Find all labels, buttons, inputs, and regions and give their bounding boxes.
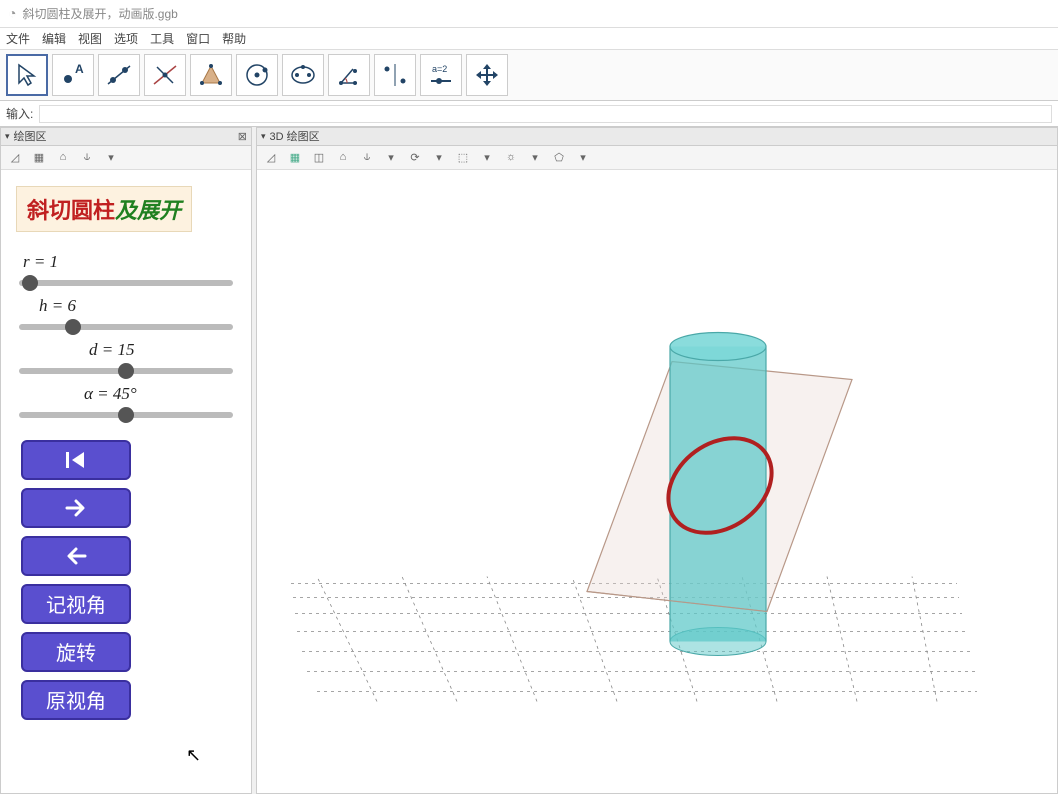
slider-alpha: α = 45° [19, 384, 233, 418]
heading-box: 斜切圆柱及展开 [16, 186, 192, 232]
orig-view-button[interactable]: 原视角 [21, 680, 131, 720]
control-buttons: 记视角 旋转 原视角 [1, 428, 251, 740]
slider-d-track[interactable] [19, 368, 233, 374]
menu-view[interactable]: 视图 [78, 30, 102, 47]
forward-button[interactable] [21, 488, 131, 528]
menubar: 文件 编辑 视图 选项 工具 窗口 帮助 [0, 28, 1058, 50]
slider-alpha-label: α = 45° [19, 384, 233, 404]
tool-perpendicular[interactable] [144, 54, 186, 96]
slider-d: d = 15 [19, 340, 233, 374]
light-icon[interactable]: ☼ [501, 147, 521, 167]
3d-scene [257, 170, 1057, 793]
tool-ellipse[interactable] [282, 54, 324, 96]
svg-text:A: A [75, 62, 84, 76]
graphics-panel-title: 绘图区 [14, 128, 47, 144]
dropdown-icon[interactable]: ▾ [525, 147, 545, 167]
tool-line[interactable] [98, 54, 140, 96]
slider-alpha-thumb[interactable] [118, 407, 134, 423]
slider-r-thumb[interactable] [22, 275, 38, 291]
slider-h-label: h = 6 [19, 296, 233, 316]
slider-r-label: r = 1 [19, 252, 233, 272]
menu-file[interactable]: 文件 [6, 30, 30, 47]
dropdown-icon[interactable]: ▾ [477, 147, 497, 167]
tool-move[interactable] [6, 54, 48, 96]
graphics-content: 斜切圆柱及展开 r = 1 h = 6 d = 15 [1, 170, 251, 793]
3d-mini-toolbar: ◿ ▦ ◫ ⌂ ⫝ ▾ ⟳ ▾ ⬚ ▾ ☼ ▾ ⬠ ▾ [257, 146, 1057, 170]
menu-tools[interactable]: 工具 [150, 30, 174, 47]
slider-d-thumb[interactable] [118, 363, 134, 379]
menu-options[interactable]: 选项 [114, 30, 138, 47]
home-icon[interactable]: ⌂ [53, 147, 73, 167]
rotate-icon[interactable]: ⟳ [405, 147, 425, 167]
graphics-panel: ▾ 绘图区 ⊠ ◿ ▦ ⌂ ⫝ ▾ 斜切圆柱及展开 r = 1 [0, 127, 252, 794]
box-icon[interactable]: ⬠ [549, 147, 569, 167]
window-title: 斜切圆柱及展开，动画版.ggb [22, 5, 177, 22]
3d-viewport[interactable] [257, 170, 1057, 793]
tool-point[interactable]: A [52, 54, 94, 96]
magnet-icon[interactable]: ⫝ [357, 147, 377, 167]
menu-help[interactable]: 帮助 [222, 30, 246, 47]
rotate-button[interactable]: 旋转 [21, 632, 131, 672]
dropdown-icon[interactable]: ▾ [573, 147, 593, 167]
dropdown-icon[interactable]: ▾ [429, 147, 449, 167]
magnet-icon[interactable]: ⫝ [77, 147, 97, 167]
collapse-arrow-icon: ▾ [261, 131, 266, 142]
tool-slider[interactable]: a=2 [420, 54, 462, 96]
input-bar: 输入: [0, 101, 1058, 127]
home-icon[interactable]: ⌂ [333, 147, 353, 167]
cursor-icon[interactable]: ◿ [5, 147, 25, 167]
cursor-icon: ↖ [186, 745, 201, 766]
slider-r: r = 1 [19, 252, 233, 286]
app-icon: ◔ [8, 5, 16, 21]
tool-angle[interactable] [328, 54, 370, 96]
cylinder [670, 332, 766, 655]
input-label: 输入: [6, 105, 33, 122]
skip-back-button[interactable] [21, 440, 131, 480]
command-input[interactable] [39, 105, 1052, 123]
graphics-mini-toolbar: ◿ ▦ ⌂ ⫝ ▾ [1, 146, 251, 170]
tool-polygon[interactable] [190, 54, 232, 96]
3d-panel: ▾ 3D 绘图区 ◿ ▦ ◫ ⌂ ⫝ ▾ ⟳ ▾ ⬚ ▾ ☼ ▾ ⬠ ▾ [256, 127, 1058, 794]
tool-move-view[interactable] [466, 54, 508, 96]
slider-h-thumb[interactable] [65, 319, 81, 335]
3d-panel-header[interactable]: ▾ 3D 绘图区 [257, 128, 1057, 146]
slider-alpha-track[interactable] [19, 412, 233, 418]
cursor-icon[interactable]: ◿ [261, 147, 281, 167]
close-icon[interactable]: ⊠ [238, 130, 247, 143]
grid-icon[interactable]: ▦ [285, 147, 305, 167]
slider-d-label: d = 15 [19, 340, 233, 360]
svg-text:a=2: a=2 [432, 64, 447, 74]
heading-part2: 及展开 [115, 198, 181, 223]
save-view-button[interactable]: 记视角 [21, 584, 131, 624]
titlebar: ◔ 斜切圆柱及展开，动画版.ggb [0, 0, 1058, 28]
graphics-panel-header[interactable]: ▾ 绘图区 ⊠ [1, 128, 251, 146]
tool-circle[interactable] [236, 54, 278, 96]
back-button[interactable] [21, 536, 131, 576]
menu-edit[interactable]: 编辑 [42, 30, 66, 47]
grid-icon[interactable]: ▦ [29, 147, 49, 167]
slider-h-track[interactable] [19, 324, 233, 330]
capture-icon[interactable]: ⬚ [453, 147, 473, 167]
3d-panel-title: 3D 绘图区 [270, 128, 320, 144]
dropdown-icon[interactable]: ▾ [381, 147, 401, 167]
slider-r-track[interactable] [19, 280, 233, 286]
menu-window[interactable]: 窗口 [186, 30, 210, 47]
cube-icon[interactable]: ◫ [309, 147, 329, 167]
heading-part1: 斜切圆柱 [27, 198, 115, 223]
collapse-arrow-icon: ▾ [5, 131, 10, 142]
slider-h: h = 6 [19, 296, 233, 330]
sliders: r = 1 h = 6 d = 15 α = 45° [1, 242, 251, 418]
main-toolbar: A a=2 [0, 50, 1058, 102]
dropdown-icon[interactable]: ▾ [101, 147, 121, 167]
tool-reflect[interactable] [374, 54, 416, 96]
